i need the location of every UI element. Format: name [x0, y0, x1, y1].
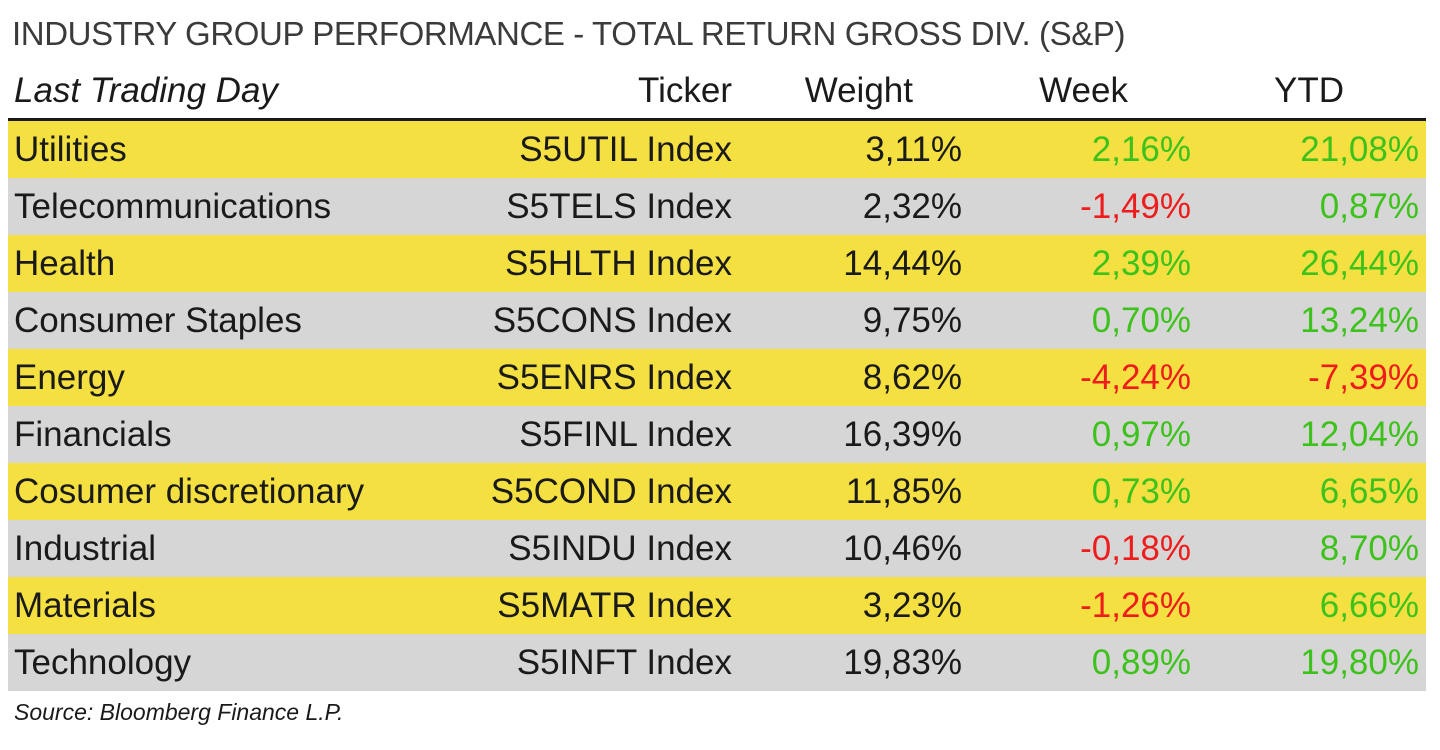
row-ytd: 26,44% [1300, 244, 1419, 283]
row-ticker: S5CONS Index [492, 301, 732, 340]
row-name: Materials [14, 586, 156, 625]
row-weight: 16,39% [843, 415, 962, 454]
row-ticker: S5UTIL Index [519, 130, 732, 169]
row-weight: 11,85% [845, 472, 962, 511]
row-ticker: S5COND Index [490, 472, 732, 511]
row-name: Utilities [14, 130, 127, 169]
row-weight: 3,23% [862, 586, 962, 625]
row-ytd: 8,70% [1319, 529, 1419, 568]
row-ticker: S5ENRS Index [496, 358, 732, 397]
row-name: Consumer Staples [14, 301, 302, 340]
row-week: -0,18% [1080, 529, 1191, 568]
row-ytd: 0,87% [1319, 187, 1419, 226]
row-ytd: 13,24% [1300, 301, 1419, 340]
row-weight: 3,11% [865, 130, 962, 169]
row-ytd: 6,66% [1319, 586, 1419, 625]
row-weight: 9,75% [862, 301, 962, 340]
row-week: 0,89% [1091, 643, 1191, 682]
row-week: -4,24% [1080, 358, 1191, 397]
row-name: Energy [14, 358, 125, 397]
row-ticker: S5TELS Index [506, 187, 732, 226]
row-name: Industrial [14, 529, 157, 568]
table-row: Health S5HLTH Index 14,44% 2,39% 26,44% [8, 235, 1426, 292]
table-row: Energy S5ENRS Index 8,62% -4,24% -7,39% [8, 349, 1426, 406]
row-week: 0,70% [1091, 301, 1191, 340]
row-weight: 10,46% [843, 529, 962, 568]
row-week: -1,26% [1080, 586, 1191, 625]
row-ytd: 21,08% [1300, 130, 1419, 169]
table-row: Cosumer discretionary S5COND Index 11,85% 0… [8, 463, 1426, 520]
header-weight: Weight [804, 71, 913, 110]
table-row: Industrial S5INDU Index 10,46% -0,18% 8,70% [8, 520, 1426, 577]
table-row: Financials S5FINL Index 16,39% 0,97% 12,04% [8, 406, 1426, 463]
row-weight: 2,32% [862, 187, 962, 226]
row-name: Technology [14, 643, 192, 682]
row-weight: 14,44% [843, 244, 962, 283]
row-ticker: S5MATR Index [497, 586, 732, 625]
header-week: Week [1039, 71, 1128, 110]
header-last-trading-day: Last Trading Day [14, 71, 278, 110]
row-week: 2,39% [1091, 244, 1191, 283]
row-week: 0,73% [1091, 472, 1191, 511]
table-row: Telecommunications S5TELS Index 2,32% -1,49… [8, 178, 1426, 235]
row-name: Telecommunications [14, 187, 332, 226]
table-body: Utilities S5UTIL Index 3,11% 2,16% 21,08% Tel… [8, 121, 1426, 691]
row-name: Financials [14, 415, 172, 454]
table-row: Utilities S5UTIL Index 3,11% 2,16% 21,08% [8, 121, 1426, 178]
row-week: 2,16% [1091, 130, 1191, 169]
table-row: Materials S5MATR Index 3,23% -1,26% 6,66% [8, 577, 1426, 634]
table-row: Consumer Staples S5CONS Index 9,75% 0,70% 13… [8, 292, 1426, 349]
row-ytd: 19,80% [1300, 643, 1419, 682]
row-ticker: S5INDU Index [508, 529, 732, 568]
row-ytd: 6,65% [1319, 472, 1419, 511]
row-weight: 8,62% [862, 358, 962, 397]
row-ticker: S5INFT Index [516, 643, 732, 682]
row-ytd: 12,04% [1300, 415, 1419, 454]
row-week: 0,97% [1091, 415, 1191, 454]
table-title: INDUSTRY GROUP PERFORMANCE - TOTAL RETUR… [12, 15, 1126, 52]
row-week: -1,49% [1080, 187, 1191, 226]
row-ytd: -7,39% [1308, 358, 1419, 397]
row-ticker: S5HLTH Index [505, 244, 732, 283]
row-weight: 19,83% [843, 643, 962, 682]
table-header: Last Trading Day Ticker Weight Week YTD [8, 64, 1426, 121]
row-name: Cosumer discretionary [14, 472, 365, 511]
performance-table: Last Trading Day Ticker Weight Week YTD … [8, 64, 1426, 691]
source-note: Source: Bloomberg Finance L.P. [14, 699, 344, 725]
row-ticker: S5FINL Index [519, 415, 732, 454]
header-ticker: Ticker [638, 71, 732, 110]
row-name: Health [14, 244, 116, 283]
table-row: Technology S5INFT Index 19,83% 0,89% 19,80% [8, 634, 1426, 691]
header-ytd: YTD [1274, 71, 1344, 110]
